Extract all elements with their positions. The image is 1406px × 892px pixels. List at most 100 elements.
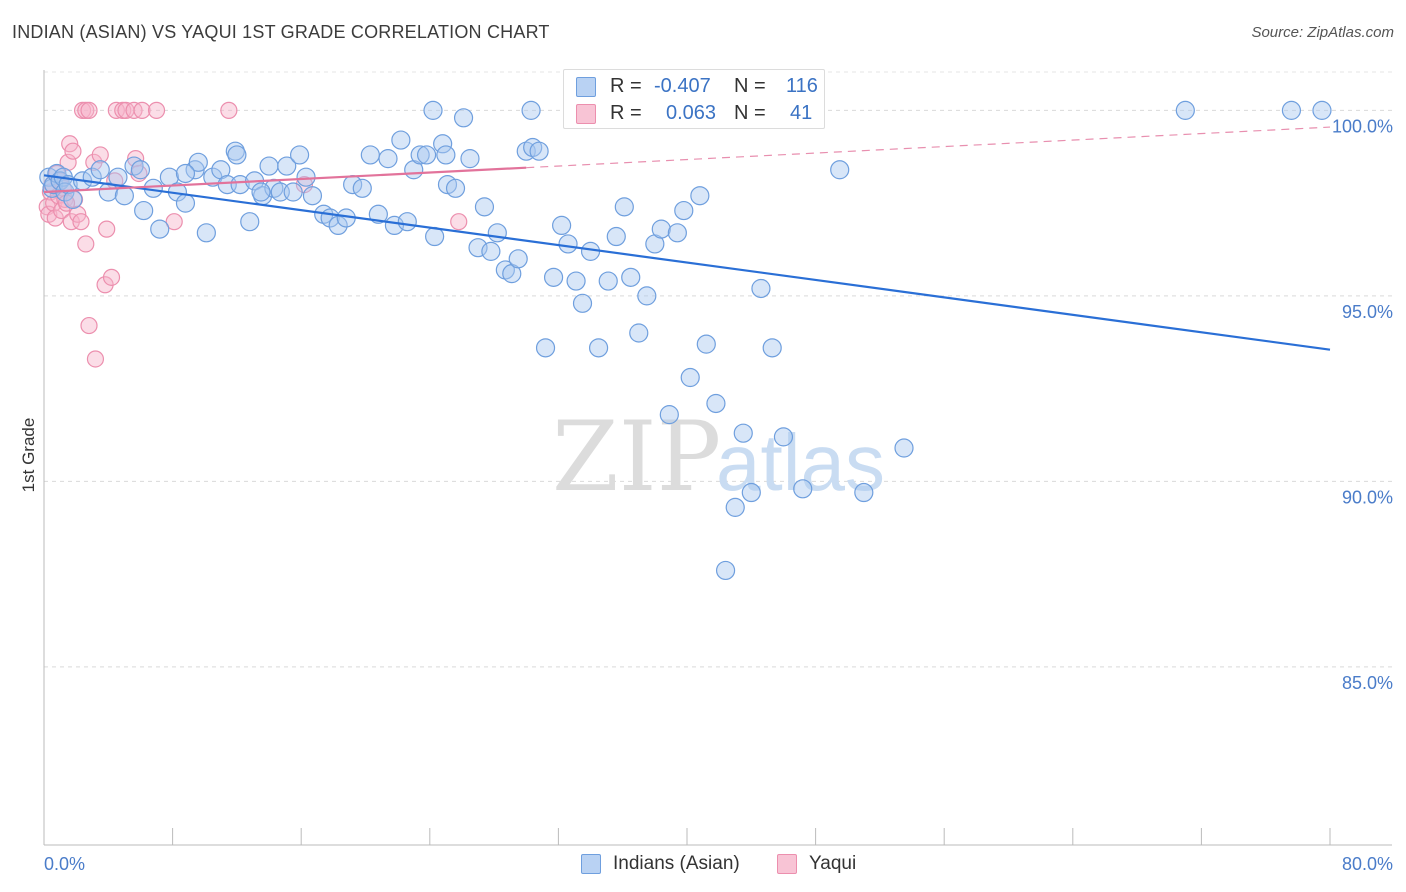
indians-asian-point	[175, 193, 196, 213]
yaqui-point	[220, 101, 238, 119]
indians-asian-point	[572, 293, 593, 313]
indians-asian-point	[651, 219, 671, 239]
blue-swatch	[581, 854, 601, 874]
indians-asian-point	[715, 560, 736, 581]
yaqui-point	[450, 213, 468, 231]
yaqui-points	[38, 101, 468, 368]
yaqui-point	[59, 153, 77, 171]
r-label: R =	[610, 75, 642, 97]
indians-asian-point	[433, 134, 453, 154]
indians-asian-point	[130, 160, 151, 180]
indians-asian-point	[588, 338, 609, 358]
indians-asian-trend-line	[43, 174, 1331, 351]
chart-title: INDIAN (ASIAN) VS YAQUI 1ST GRADE CORREL…	[12, 22, 550, 42]
indians-asian-point	[384, 215, 405, 236]
indians-asian-point	[63, 189, 83, 210]
indians-asian-point	[1281, 100, 1302, 120]
yaqui-point	[133, 101, 151, 119]
indians-asian-point	[1312, 100, 1332, 120]
n-value: 116	[786, 75, 818, 97]
indians-asian-point	[460, 149, 480, 169]
indians-asian-point	[598, 271, 618, 291]
gridlines	[44, 71, 1392, 668]
legend-label: Yaqui	[809, 853, 857, 874]
yaqui-point	[77, 235, 95, 253]
pink-swatch	[777, 854, 797, 874]
y-tick-label: 95.0%	[1342, 302, 1393, 322]
yaqui-trend-line	[43, 166, 527, 194]
indians-asian-point	[629, 323, 649, 343]
indians-asian-point	[552, 215, 572, 236]
indians-asian-point	[733, 423, 753, 443]
stats-legend: R = -0.407 N = 116 R = 0.063 N = 41	[563, 69, 825, 129]
indians-asian-point	[508, 249, 528, 269]
r-label: R =	[610, 102, 642, 124]
indians-asian-point	[566, 271, 586, 291]
indians-asian-point	[690, 186, 710, 206]
indians-asian-point	[289, 145, 310, 165]
r-value: 0.063	[666, 102, 717, 124]
y-tick-label: 90.0%	[1342, 487, 1393, 507]
indians-asian-point	[830, 160, 850, 180]
indians-asian-point	[529, 141, 549, 161]
yaqui-point	[86, 350, 105, 368]
indians-asian-point	[360, 145, 380, 165]
indians-asian-point	[114, 186, 134, 206]
legend-label: Indians (Asian)	[613, 853, 740, 874]
yaqui-point	[80, 101, 98, 119]
indians-asian-point	[474, 197, 495, 217]
indians-asian-point	[481, 241, 501, 261]
y-tick-label: 100.0%	[1332, 116, 1393, 136]
indians-asian-point	[134, 200, 154, 221]
indians-asian-point	[637, 286, 657, 306]
indians-asian-point	[259, 156, 279, 176]
watermark-atlas: atlas	[716, 418, 885, 507]
indians-asian-point	[251, 182, 271, 202]
indians-asian-point	[328, 215, 348, 236]
indians-asian-point	[706, 393, 726, 414]
yaqui-point	[165, 213, 183, 231]
yaqui-point	[80, 316, 98, 335]
indians-asian-point	[606, 226, 626, 247]
indians-asian-point	[368, 204, 388, 224]
indians-asian-point	[680, 367, 700, 388]
indians-asian-point	[521, 100, 541, 120]
indians-asian-point	[659, 405, 679, 425]
indians-asian-point	[378, 149, 398, 169]
yaqui-point	[147, 101, 166, 119]
trend-lines	[43, 126, 1331, 351]
indians-asian-point	[227, 145, 247, 165]
pink-swatch	[576, 104, 596, 124]
indians-asian-point	[751, 278, 771, 299]
yaqui-point	[91, 146, 109, 164]
x-tick-label: 80.0%	[1342, 854, 1393, 874]
indians-asian-point	[423, 100, 443, 120]
yaqui-point	[98, 220, 116, 238]
indians-asian-point	[725, 497, 745, 517]
watermark: ZIP atlas	[552, 401, 885, 513]
tick-labels: 85.0% 90.0% 95.0% 100.0% 0.0% 80.0%	[44, 116, 1393, 874]
indians-asian-point	[436, 145, 456, 165]
indians-asian-point	[302, 186, 323, 206]
indians-asian-point	[762, 338, 782, 358]
watermark-zip: ZIP	[552, 401, 721, 513]
indians-asian-point	[854, 482, 874, 503]
indians-asian-point	[90, 160, 110, 180]
indians-asian-point	[416, 145, 437, 165]
n-label: N =	[734, 75, 766, 97]
indians-asian-point	[1175, 100, 1195, 120]
yaqui-point	[102, 268, 121, 286]
indians-asian-point	[543, 267, 564, 287]
indians-asian-point	[535, 338, 556, 358]
indians-asian-point	[410, 145, 430, 165]
indians-asian-point	[453, 108, 474, 128]
indians-asian-point	[793, 479, 813, 499]
indians-asian-point	[391, 130, 411, 150]
indians-asian-point	[696, 334, 716, 354]
indians-asian-point	[188, 152, 208, 172]
yaqui-point	[64, 142, 82, 160]
indians-asian-point	[558, 234, 578, 254]
indians-asian-point	[230, 174, 250, 195]
indians-asian-points	[39, 100, 1332, 581]
